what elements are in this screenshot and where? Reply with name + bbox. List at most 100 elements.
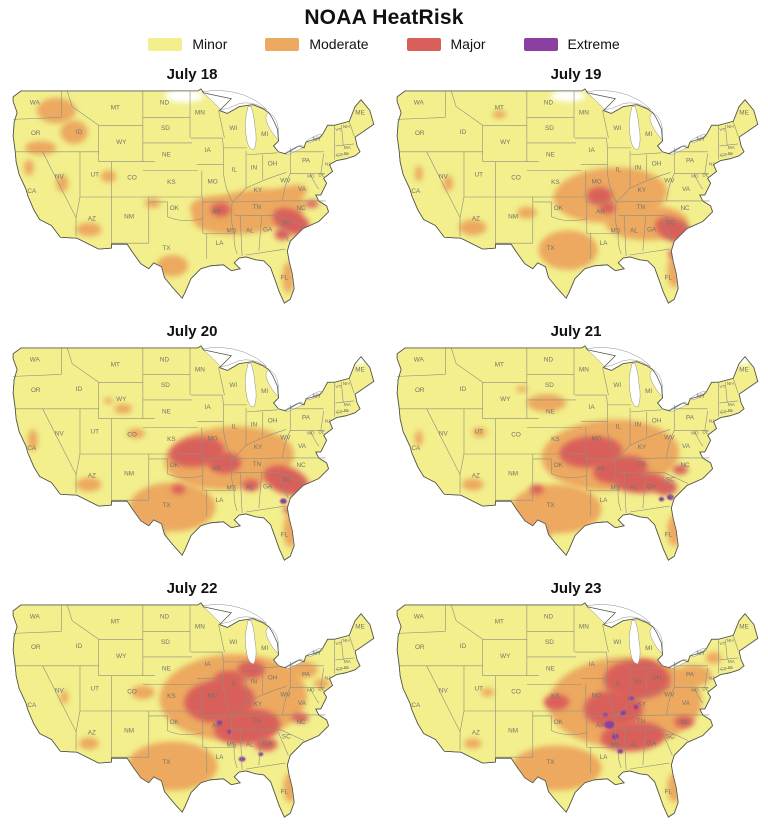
state-label-oh: OH <box>268 675 278 682</box>
risk-area-moderate <box>127 428 145 439</box>
state-label-tn: TN <box>637 461 646 468</box>
state-label-nh: NH <box>343 124 350 129</box>
risk-area-major <box>529 484 544 495</box>
state-label-ar: AR <box>596 723 605 730</box>
risk-area-extreme <box>238 756 246 762</box>
state-label-fl: FL <box>281 275 289 282</box>
state-label-ga: GA <box>647 740 657 747</box>
risk-area-major <box>207 452 242 474</box>
state-labels: WA MT ND MN WI MI ME OR ID WY SD NE IA IL IN OH PA NY NV UT… <box>27 357 364 539</box>
legend-swatch-moderate <box>265 37 300 51</box>
state-label-ct: CT <box>336 153 342 158</box>
state-label-tn: TN <box>637 204 646 211</box>
risk-area-major <box>668 249 681 259</box>
state-label-ne: NE <box>546 152 555 159</box>
state-label-pa: PA <box>686 415 695 422</box>
state-label-md: MD <box>691 173 699 178</box>
state-label-va: VA <box>298 700 307 707</box>
risk-area-extreme <box>611 733 619 740</box>
state-label-ma: MA <box>728 145 736 150</box>
state-label-tx: TX <box>546 759 555 766</box>
state-label-ar: AR <box>596 466 605 473</box>
state-label-al: AL <box>630 741 638 748</box>
risk-area-extreme <box>628 696 634 701</box>
state-label-mo: MO <box>207 692 217 699</box>
state-label-ia: IA <box>205 404 212 411</box>
state-labels: WA MT ND MN WI MI ME OR ID WY SD NE IA IL IN OH PA NY NV UT… <box>411 614 748 796</box>
state-label-nh: NH <box>343 638 350 643</box>
state-label-oh: OH <box>268 161 278 168</box>
heatrisk-map-july-20: WA MT ND MN WI MI ME OR ID WY SD NE IA IL IN OH PA NY NV UT… <box>12 345 375 561</box>
state-label-md: MD <box>307 687 315 692</box>
risk-area-moderate <box>459 219 487 236</box>
state-label-ma: MA <box>728 402 736 407</box>
state-label-md: MD <box>691 687 699 692</box>
state-label-or: OR <box>31 644 41 651</box>
state-label-il: IL <box>232 680 238 687</box>
state-label-ut: UT <box>90 428 99 435</box>
state-label-id: ID <box>76 643 83 650</box>
state-label-al: AL <box>630 484 638 491</box>
risk-area-moderate <box>156 254 189 277</box>
state-label-az: AZ <box>472 216 480 223</box>
risk-area-extreme <box>227 729 232 734</box>
state-label-in: IN <box>251 679 258 686</box>
state-label-nd: ND <box>544 614 554 621</box>
state-label-mt: MT <box>111 619 120 626</box>
state-label-ut: UT <box>90 171 99 178</box>
state-label-sc: SC <box>282 220 291 227</box>
state-label-vt: VT <box>335 641 341 646</box>
state-label-tn: TN <box>253 718 262 725</box>
state-label-ia: IA <box>589 404 596 411</box>
state-label-ct: CT <box>720 153 726 158</box>
state-label-mi: MI <box>645 645 652 652</box>
risk-area-moderate <box>463 738 482 749</box>
state-label-co: CO <box>511 174 521 181</box>
state-label-pa: PA <box>686 672 695 679</box>
state-label-wi: WI <box>229 125 237 132</box>
risk-area-none <box>164 88 204 103</box>
state-label-vt: VT <box>719 384 725 389</box>
state-label-wv: WV <box>664 434 675 441</box>
risk-area-moderate <box>24 141 57 155</box>
state-label-id: ID <box>460 129 467 136</box>
map-panel-4: July 21 WA MT ND MN WI MI ME OR ID WY SD NE IA IL IN OH P… <box>384 319 768 568</box>
heatrisk-map-july-22: WA MT ND MN WI MI ME OR ID WY SD NE IA IL IN OH PA NY NV UT… <box>12 602 375 818</box>
state-label-ut: UT <box>474 685 483 692</box>
legend-label: Moderate <box>309 36 369 52</box>
legend-label: Minor <box>192 36 228 52</box>
state-label-mn: MN <box>579 109 589 116</box>
map-title: July 18 <box>166 66 218 83</box>
state-label-fl: FL <box>665 275 673 282</box>
state-label-az: AZ <box>472 473 480 480</box>
risk-area-none <box>550 89 586 102</box>
risk-area-moderate <box>526 394 567 412</box>
state-label-ny: NY <box>312 393 322 400</box>
state-label-il: IL <box>616 166 622 173</box>
state-label-ma: MA <box>344 659 352 664</box>
risk-area-moderate <box>462 478 484 491</box>
state-label-md: MD <box>307 430 315 435</box>
state-label-nm: NM <box>124 214 134 221</box>
state-label-wa: WA <box>414 357 425 364</box>
state-label-wi: WI <box>613 125 621 132</box>
state-label-sc: SC <box>666 734 675 741</box>
state-label-sd: SD <box>161 382 170 389</box>
risk-area-moderate <box>131 685 155 700</box>
state-label-ri: RI <box>344 151 349 156</box>
state-label-ny: NY <box>696 136 706 143</box>
state-label-me: ME <box>739 366 749 373</box>
state-label-mi: MI <box>645 388 652 395</box>
state-label-wa: WA <box>30 357 41 364</box>
state-label-id: ID <box>76 129 83 136</box>
state-label-oh: OH <box>652 418 662 425</box>
state-label-tn: TN <box>253 204 262 211</box>
risk-area-major <box>213 708 281 745</box>
state-label-wi: WI <box>229 639 237 646</box>
state-label-ks: KS <box>167 693 176 700</box>
state-label-id: ID <box>460 643 467 650</box>
state-label-nh: NH <box>727 638 734 643</box>
state-label-co: CO <box>511 431 521 438</box>
legend-item-major: Major <box>406 36 486 52</box>
risk-area-moderate <box>269 184 308 206</box>
